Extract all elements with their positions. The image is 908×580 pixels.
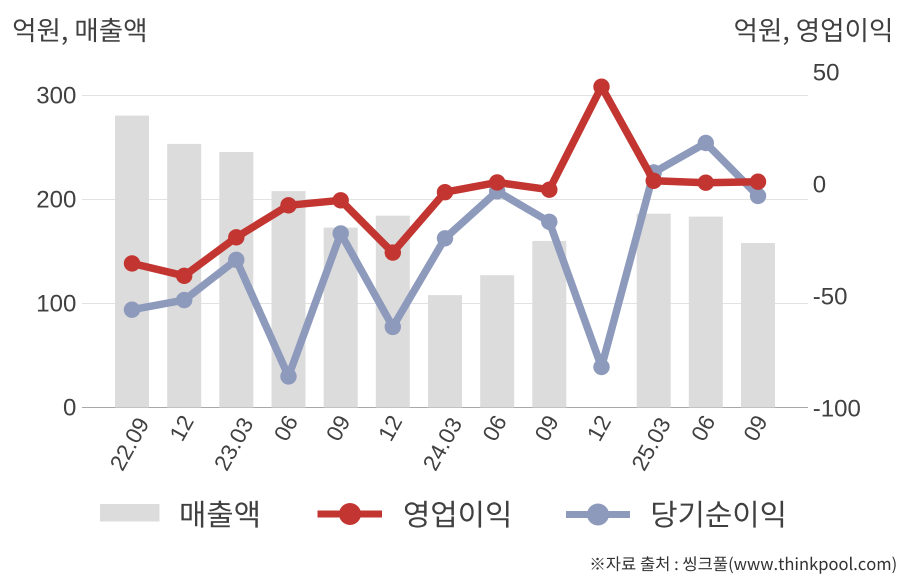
svg-text:300: 300 <box>36 83 76 110</box>
svg-text:100: 100 <box>36 291 76 318</box>
svg-text:50: 50 <box>813 60 840 87</box>
svg-text:0: 0 <box>63 395 76 422</box>
svg-text:200: 200 <box>36 187 76 214</box>
svg-text:-100: -100 <box>813 396 861 423</box>
svg-text:-50: -50 <box>813 284 848 311</box>
svg-text:0: 0 <box>813 172 826 199</box>
